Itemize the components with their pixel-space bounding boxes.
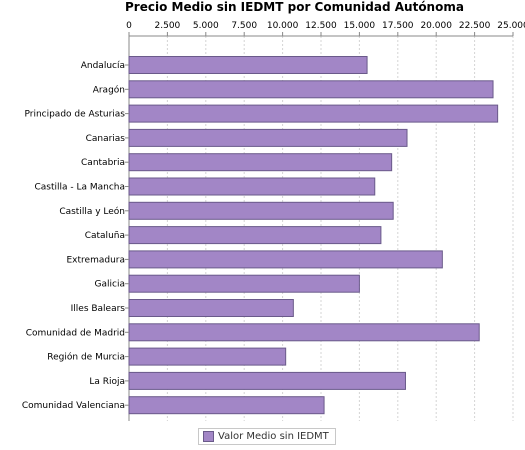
category-label: Castilla y León [59, 206, 125, 217]
x-tick-label: 7.500 [231, 21, 257, 31]
bar [128, 56, 368, 74]
bar [128, 177, 376, 196]
x-tick-label: 2.500 [155, 21, 181, 31]
bar [128, 274, 360, 293]
bar [128, 299, 294, 317]
bar [128, 396, 325, 415]
category-label: Cantabria [81, 158, 125, 168]
x-tick-label: 22.500 [459, 21, 491, 31]
category-label: Región de Murcia [47, 352, 125, 363]
bar [128, 201, 394, 220]
bar [128, 153, 393, 172]
chart-title: Precio Medio sin IEDMT por Comunidad Aut… [125, 0, 464, 14]
legend: Valor Medio sin IEDMT [198, 428, 336, 445]
category-label: Principado de Asturias [24, 110, 125, 120]
x-tick-label: 15.000 [344, 21, 376, 31]
x-tick-label: 0 [126, 21, 132, 31]
x-tick-label: 10.000 [267, 21, 299, 31]
x-tick-label: 20.000 [420, 21, 452, 31]
x-tick-label: 12.500 [305, 21, 337, 31]
bar [128, 226, 382, 245]
bar [128, 250, 443, 269]
category-label: Illes Balears [71, 304, 126, 314]
category-label: Canarias [86, 134, 126, 144]
category-label: Extremadura [67, 255, 126, 265]
x-tick-label: 17.500 [382, 21, 414, 31]
x-tick-label: 5.000 [193, 21, 219, 31]
bar [128, 128, 408, 147]
category-label: Aragón [93, 84, 125, 95]
bar [128, 80, 494, 99]
bar [128, 347, 287, 366]
category-label: Galicia [95, 280, 125, 290]
category-label: Andalucía [81, 61, 125, 71]
category-label: Comunidad Valenciana [22, 401, 125, 411]
bar [128, 323, 480, 342]
category-label: La Rioja [89, 377, 125, 387]
bar [128, 104, 499, 123]
category-label: Castilla - La Mancha [34, 183, 125, 193]
category-label: Comunidad de Madrid [26, 328, 125, 338]
x-tick-label: 25.000 [497, 21, 525, 31]
bar [128, 371, 406, 390]
legend-label: Valor Medio sin IEDMT [218, 431, 329, 442]
legend-swatch [203, 431, 214, 442]
category-label: Cataluña [85, 231, 125, 241]
